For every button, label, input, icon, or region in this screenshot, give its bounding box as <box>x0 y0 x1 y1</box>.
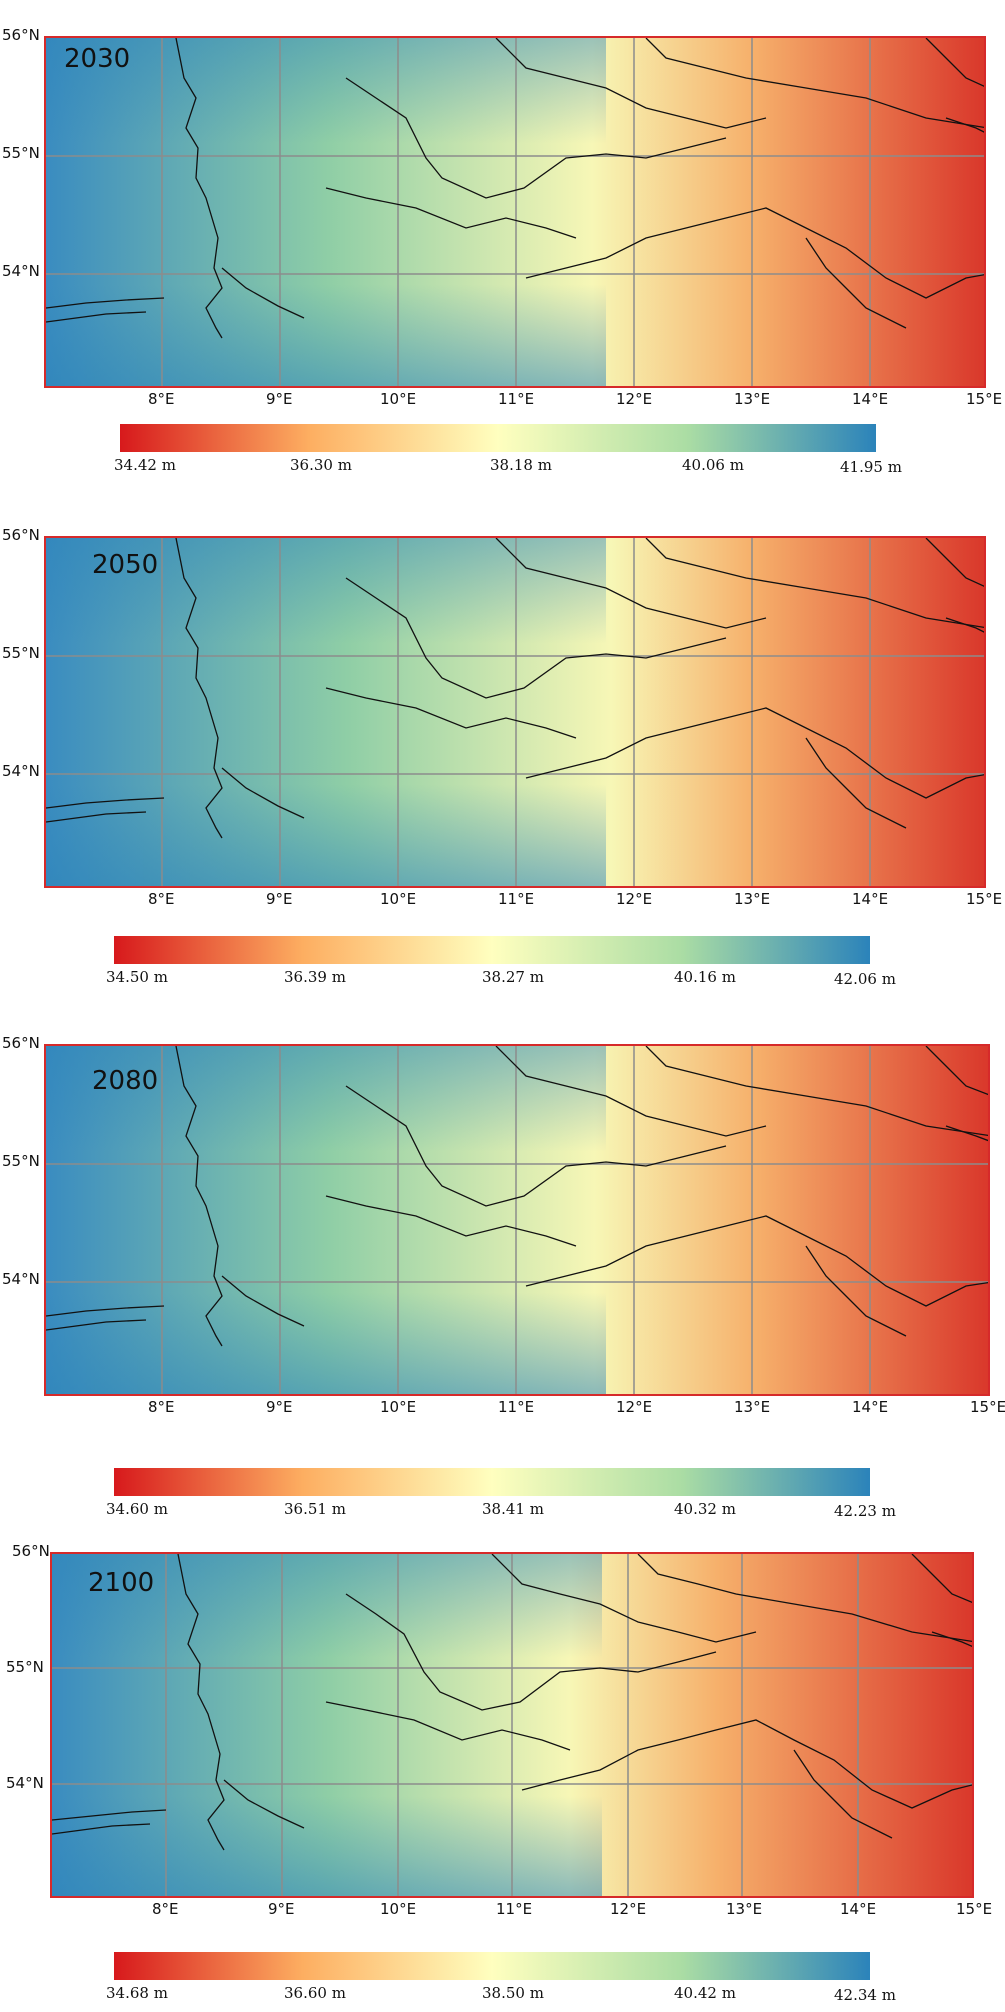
graticule <box>46 538 984 886</box>
lat-label: 56°N <box>12 1542 50 1560</box>
map-frame <box>44 536 986 888</box>
colorbar-label: 36.60 m <box>284 1984 346 2002</box>
lon-label: 14°E <box>852 890 889 908</box>
coastlines <box>46 538 984 839</box>
lon-label: 9°E <box>266 390 293 408</box>
colorbar-label: 40.32 m <box>674 1500 736 1518</box>
lon-label: 10°E <box>380 1900 417 1918</box>
colorbar-label: 34.60 m <box>106 1500 168 1518</box>
colorbar-label: 34.50 m <box>106 968 168 986</box>
elevation-shading <box>52 1554 602 1896</box>
colorbar <box>114 1468 870 1496</box>
lat-label: 54°N <box>2 762 40 780</box>
colorbar-label: 42.23 m <box>834 1502 896 1520</box>
elevation-map <box>46 1046 988 1394</box>
coastlines <box>52 1554 972 1851</box>
lat-label: 55°N <box>2 1152 40 1170</box>
lon-label: 13°E <box>726 1900 763 1918</box>
lon-label: 11°E <box>498 890 535 908</box>
colorbar-label: 38.50 m <box>482 1984 544 2002</box>
year-label: 2030 <box>64 44 131 74</box>
lat-label: 55°N <box>2 644 40 662</box>
map-panel-2050: 2050 56°N 55°N 54°N 8°E 9°E 10°E 11°E 12… <box>0 500 1005 1010</box>
colorbar-label: 36.51 m <box>284 1500 346 1518</box>
colorbar-label: 42.34 m <box>834 1986 896 2004</box>
lat-label: 54°N <box>6 1774 44 1792</box>
lon-label: 11°E <box>496 1900 533 1918</box>
colorbar-label: 40.42 m <box>674 1984 736 2002</box>
lon-label: 12°E <box>616 1398 653 1416</box>
lon-label: 15°E <box>970 1398 1005 1416</box>
elevation-map <box>46 38 984 386</box>
graticule <box>46 38 984 386</box>
lon-label: 12°E <box>616 390 653 408</box>
lat-label: 56°N <box>2 26 40 44</box>
lat-label: 54°N <box>2 1270 40 1288</box>
colorbar-label: 36.30 m <box>290 456 352 474</box>
lon-label: 10°E <box>380 390 417 408</box>
lon-label: 14°E <box>852 390 889 408</box>
elevation-map <box>52 1554 972 1896</box>
lon-label: 8°E <box>148 890 175 908</box>
lon-label: 10°E <box>380 1398 417 1416</box>
lon-label: 15°E <box>966 890 1003 908</box>
lon-label: 9°E <box>266 890 293 908</box>
lon-label: 9°E <box>268 1900 295 1918</box>
colorbar <box>114 1952 870 1980</box>
lon-label: 13°E <box>734 890 771 908</box>
lon-label: 13°E <box>734 390 771 408</box>
map-frame <box>44 36 986 388</box>
coastlines <box>46 1046 988 1347</box>
colorbar-label: 36.39 m <box>284 968 346 986</box>
graticule <box>52 1554 972 1896</box>
lat-label: 55°N <box>6 1658 44 1676</box>
lon-label: 14°E <box>852 1398 889 1416</box>
graticule <box>46 1046 988 1394</box>
lat-label: 54°N <box>2 262 40 280</box>
lon-label: 12°E <box>610 1900 647 1918</box>
lon-label: 11°E <box>498 390 535 408</box>
coastlines <box>46 38 984 339</box>
lon-label: 10°E <box>380 890 417 908</box>
lon-label: 14°E <box>840 1900 877 1918</box>
lon-label: 9°E <box>266 1398 293 1416</box>
colorbar-label: 40.16 m <box>674 968 736 986</box>
elevation-shading <box>46 38 606 386</box>
colorbar-label: 40.06 m <box>682 456 744 474</box>
elevation-map <box>46 538 984 886</box>
colorbar-label: 34.42 m <box>114 456 176 474</box>
lon-label: 8°E <box>148 390 175 408</box>
lat-label: 55°N <box>2 144 40 162</box>
colorbar <box>114 936 870 964</box>
map-panel-2080: 2080 56°N 55°N 54°N 8°E 9°E 10°E 11°E 12… <box>0 1010 1005 1530</box>
map-panel-2100: 2100 56°N 55°N 54°N 8°E 9°E 10°E 11°E 12… <box>0 1530 1005 2012</box>
year-label: 2100 <box>88 1568 155 1598</box>
year-label: 2080 <box>92 1066 159 1096</box>
lon-label: 12°E <box>616 890 653 908</box>
lat-label: 56°N <box>2 1034 40 1052</box>
lon-label: 8°E <box>152 1900 179 1918</box>
colorbar-label: 38.27 m <box>482 968 544 986</box>
lat-label: 56°N <box>2 526 40 544</box>
colorbar-label: 38.41 m <box>482 1500 544 1518</box>
colorbar <box>120 424 876 452</box>
lon-label: 15°E <box>966 390 1003 408</box>
lon-label: 8°E <box>148 1398 175 1416</box>
map-frame <box>44 1044 990 1396</box>
map-panel-2030: 2030 56°N 55°N 54°N 8°E 9°E 10°E 11°E 12… <box>0 0 1005 500</box>
colorbar-label: 42.06 m <box>834 970 896 988</box>
map-frame <box>50 1552 974 1898</box>
colorbar-label: 34.68 m <box>106 1984 168 2002</box>
colorbar-label: 41.95 m <box>840 458 902 476</box>
lon-label: 11°E <box>498 1398 535 1416</box>
lon-label: 15°E <box>956 1900 993 1918</box>
elevation-shading <box>46 1046 606 1394</box>
colorbar-label: 38.18 m <box>490 456 552 474</box>
lon-label: 13°E <box>734 1398 771 1416</box>
elevation-shading <box>46 538 606 886</box>
year-label: 2050 <box>92 550 159 580</box>
